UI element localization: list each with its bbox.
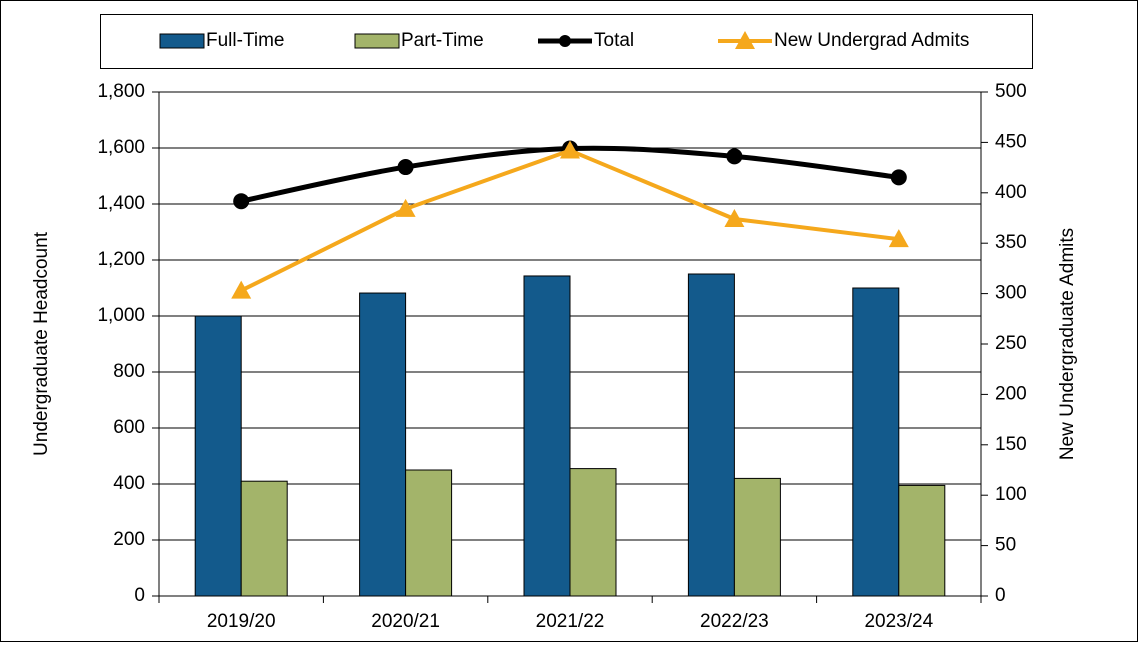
point-marker	[397, 159, 414, 176]
y-tick-label: 1,000	[97, 305, 145, 326]
legend-label: Full-Time	[206, 30, 284, 51]
legend-label: Part-Time	[401, 30, 484, 51]
y2-tick-label: 200	[995, 383, 1027, 404]
y2-tick-label: 500	[995, 81, 1027, 102]
bar	[852, 287, 900, 597]
y-tick-label: 1,600	[97, 137, 145, 158]
y2-tick-label: 50	[995, 535, 1016, 556]
x-tick-label: 2019/20	[207, 611, 276, 632]
x-tick-label: 2021/22	[536, 611, 605, 632]
point-marker	[888, 229, 909, 248]
legend-marker	[559, 35, 571, 47]
bar	[405, 469, 453, 597]
legend-swatch	[159, 33, 205, 49]
bar	[733, 477, 781, 597]
y2-tick-label: 350	[995, 232, 1027, 253]
legend-box	[100, 14, 1033, 69]
bar	[898, 484, 946, 597]
legend-label: New Undergrad Admits	[774, 30, 969, 51]
x-tick-label: 2020/21	[371, 611, 440, 632]
y2-tick-label: 150	[995, 434, 1027, 455]
y2-tick-label: 400	[995, 182, 1027, 203]
legend-marker	[735, 31, 755, 49]
point-marker	[395, 198, 416, 217]
point-marker	[890, 169, 907, 186]
y-axis-title: Undergraduate Headcount	[31, 231, 52, 456]
point-marker	[726, 148, 743, 165]
point-marker	[724, 209, 745, 228]
y2-tick-label: 300	[995, 283, 1027, 304]
legend-label: Total	[594, 30, 634, 51]
y-tick-label: 400	[113, 473, 145, 494]
series-line	[240, 148, 900, 293]
x-tick-label: 2022/23	[700, 611, 769, 632]
bar	[240, 480, 288, 597]
legend-swatch	[354, 33, 400, 49]
point-marker	[233, 193, 250, 210]
y2-axis-title: New Undergraduate Admits	[1057, 228, 1078, 460]
y-tick-label: 600	[113, 417, 145, 438]
bar	[569, 468, 617, 597]
bar	[194, 315, 242, 597]
y2-tick-label: 0	[995, 585, 1006, 606]
bar	[687, 273, 735, 597]
point-marker	[560, 140, 580, 159]
y-tick-label: 200	[113, 529, 145, 550]
y-tick-label: 1,200	[97, 249, 145, 270]
y-tick-label: 0	[134, 585, 145, 606]
y2-tick-label: 250	[995, 333, 1027, 354]
y-tick-label: 800	[113, 361, 145, 382]
y2-tick-label: 450	[995, 131, 1027, 152]
y-tick-label: 1,800	[97, 81, 145, 102]
bar	[523, 275, 571, 597]
y-tick-label: 1,400	[97, 193, 145, 214]
y2-tick-label: 100	[995, 484, 1027, 505]
point-marker	[231, 280, 252, 299]
bar	[359, 292, 407, 597]
x-tick-label: 2023/24	[864, 611, 933, 632]
